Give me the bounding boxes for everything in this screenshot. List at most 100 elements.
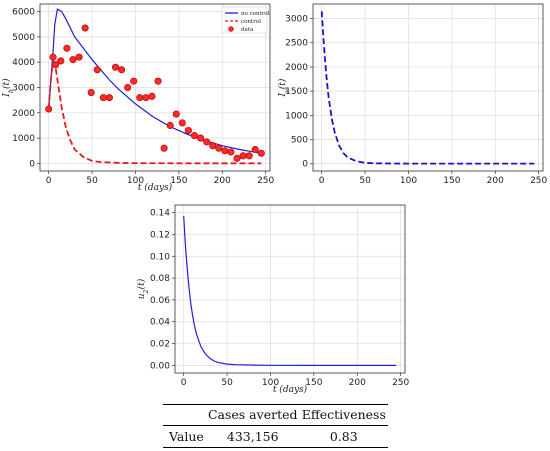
legend-label: no control xyxy=(241,11,270,17)
chart-panel-bottom: 0 50 100 150 200 250 0.00 0.02 0.04 0.06 0.08 0.10 0… xyxy=(136,204,410,395)
x-tick-label: 0 xyxy=(181,378,187,388)
y-tick-label: 0.12 xyxy=(150,230,170,240)
y-tick-label: 0.00 xyxy=(150,361,170,371)
y-tick-label: 0 xyxy=(302,160,308,170)
data-point xyxy=(166,121,174,130)
data-point xyxy=(57,57,65,65)
data-point xyxy=(52,61,60,69)
data-point xyxy=(257,149,265,157)
data-point xyxy=(130,77,138,85)
table-row: Value 433,156 0.83 xyxy=(163,425,388,448)
x-tick-label: 250 xyxy=(530,176,547,186)
y-tick-label: 500 xyxy=(291,136,308,146)
data-point xyxy=(184,126,192,135)
y-tick-label: 0.04 xyxy=(150,318,170,328)
x-axis-label: t (days) xyxy=(273,384,308,395)
plot-frame xyxy=(174,204,406,374)
x-tick-label: 250 xyxy=(392,378,409,388)
legend-marker-data xyxy=(228,26,234,32)
x-tick-label: 150 xyxy=(305,378,322,388)
x-tick-label: 100 xyxy=(400,176,417,186)
data-point xyxy=(239,152,247,160)
x-tick-label: 200 xyxy=(214,176,231,186)
y-tick-label: 5000 xyxy=(12,33,35,43)
results-table: Cases averted Effectiveness Value 433,15… xyxy=(163,404,388,448)
table-header-row: Cases averted Effectiveness xyxy=(163,404,388,426)
data-point xyxy=(203,138,211,146)
x-tick-label: 100 xyxy=(127,176,144,186)
data-point xyxy=(172,110,180,118)
y-tick-label: 6000 xyxy=(12,8,35,18)
x-axis-label: t (days) xyxy=(138,182,173,193)
y-tick-label: 1000 xyxy=(285,111,308,121)
x-tick-label: 150 xyxy=(443,176,460,186)
y-tick-label: 0 xyxy=(29,159,35,169)
legend-label: data xyxy=(241,27,254,33)
data-point xyxy=(221,147,229,155)
y-tick-label: 3000 xyxy=(285,15,308,25)
x-tick-label: 200 xyxy=(487,176,504,186)
x-tick-label: 250 xyxy=(257,176,274,186)
data-point xyxy=(69,56,77,64)
y-tick-label: 4000 xyxy=(12,58,35,68)
y-tick-label: 0.10 xyxy=(150,252,170,262)
data-point xyxy=(136,94,144,102)
plot-frame xyxy=(312,3,544,172)
y-tick-label: 3000 xyxy=(12,84,35,94)
data-point xyxy=(197,134,205,142)
table-header-effectiveness: Effectiveness xyxy=(299,404,388,426)
data-point xyxy=(111,63,120,71)
x-tick-label: 50 xyxy=(359,176,371,186)
legend-label: control xyxy=(241,19,261,25)
table-header-cases-averted: Cases averted xyxy=(205,404,300,426)
data-point xyxy=(63,44,71,52)
y-tick-label: 2500 xyxy=(285,39,308,49)
data-point xyxy=(154,77,162,85)
data-point xyxy=(124,83,132,92)
x-tick-label: 200 xyxy=(349,378,366,388)
chart-panel-top-left: 0 50 100 150 200 250 0 1000 2000 3000 4000 5000 6000… xyxy=(1,3,275,193)
data-point xyxy=(118,66,126,74)
data-point xyxy=(49,53,57,61)
data-point xyxy=(178,119,186,127)
data-point xyxy=(75,53,83,61)
data-point xyxy=(245,152,253,160)
y-tick-label: 1000 xyxy=(12,134,35,144)
data-point xyxy=(142,94,150,102)
data-point xyxy=(209,142,217,150)
data-point xyxy=(227,148,235,156)
y-tick-label: 1500 xyxy=(285,87,308,97)
x-tick-label: 150 xyxy=(170,176,187,186)
data-point xyxy=(160,144,168,152)
data-point xyxy=(233,154,241,162)
table-cell-cases-averted: 433,156 xyxy=(205,425,300,448)
table-row-label: Value xyxy=(163,425,206,448)
plot-frame xyxy=(39,3,271,172)
series-dashed-0-line xyxy=(320,11,535,165)
table-header-empty xyxy=(163,404,206,426)
y-tick-label: 0.02 xyxy=(150,340,170,350)
y-tick-label: 0.08 xyxy=(150,274,170,284)
table-cell-effectiveness: 0.83 xyxy=(299,425,388,448)
x-tick-label: 0 xyxy=(46,176,52,186)
x-tick-label: 50 xyxy=(221,378,233,388)
x-tick-label: 0 xyxy=(319,176,325,186)
data-point xyxy=(148,92,156,100)
data-point xyxy=(45,105,53,113)
x-tick-label: 50 xyxy=(86,176,98,186)
data-point xyxy=(251,145,259,154)
y-tick-label: 0.14 xyxy=(150,209,170,219)
y-tick-label: 0.06 xyxy=(150,296,170,306)
chart-panel-top-right: 0 50 100 150 200 250050010001500200025003000I… xyxy=(277,3,548,186)
data-point xyxy=(190,132,199,140)
data-point xyxy=(105,94,113,102)
x-tick-label: 100 xyxy=(262,378,279,388)
y-axis-label: u2(t) xyxy=(136,278,150,299)
y-tick-label: 2000 xyxy=(285,63,308,73)
data-point xyxy=(215,144,223,152)
data-point xyxy=(99,94,107,102)
y-tick-label: 2000 xyxy=(12,109,35,119)
data-point xyxy=(81,24,89,32)
series-solid-0-line xyxy=(183,215,397,366)
